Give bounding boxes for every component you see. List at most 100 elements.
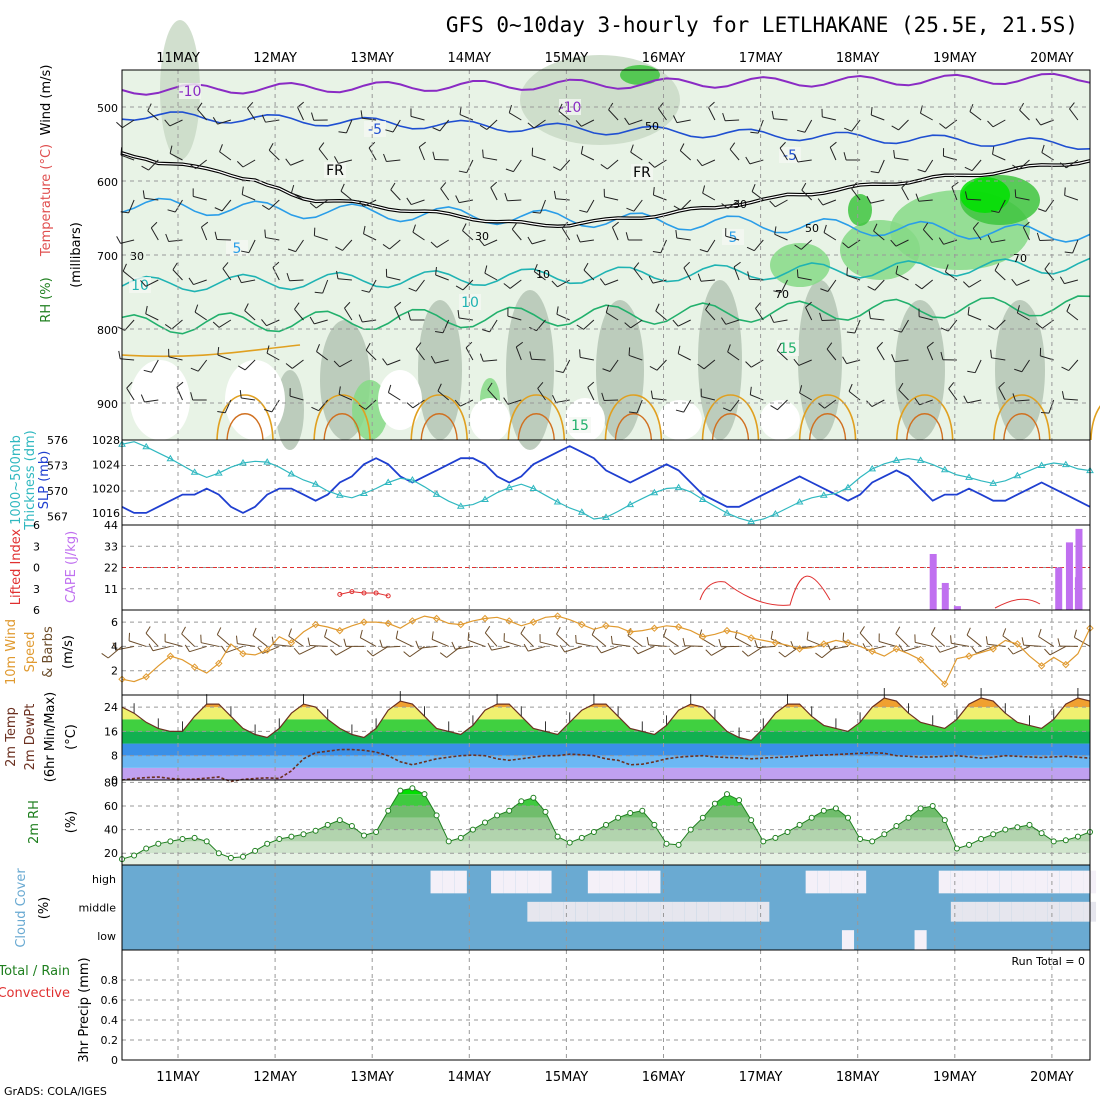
wind-barb: [951, 642, 970, 647]
wind-barb: [533, 119, 546, 129]
clear-sky-cell: [442, 870, 455, 894]
date-label-top: 18MAY: [836, 51, 880, 66]
wind-barb-flag: [212, 117, 218, 125]
wind-barb: [268, 199, 280, 210]
ylabel-wind10-1: 10m Wind: [4, 619, 19, 685]
date-label-top: 20MAY: [1030, 51, 1074, 66]
ylabel-wind10-4: (m/s): [61, 635, 76, 669]
wind-barb-flag: [898, 644, 904, 652]
wind-barb-flag: [601, 392, 605, 401]
wind-barb-flag: [415, 342, 422, 350]
clear-sky-cell: [1059, 870, 1072, 894]
contour-label-bg: [777, 340, 799, 356]
wind-barb: [658, 108, 667, 121]
wind-barb: [197, 359, 208, 372]
wind-barb: [735, 637, 752, 647]
wind-barb: [1064, 194, 1079, 201]
wind-barb-flag: [294, 302, 300, 310]
wind-barb: [683, 267, 692, 281]
rh-2m-marker: [663, 840, 670, 847]
slp-tick-label: 1024: [92, 458, 120, 471]
clear-sky-cell: [962, 870, 976, 894]
wind-barb-flag: [846, 331, 855, 334]
wind-barb-flag: [745, 361, 752, 368]
wind-speed-marker: [215, 659, 223, 668]
wind-barb-flag: [600, 164, 608, 170]
wind-barb-flag: [675, 230, 678, 239]
wind-barb: [579, 239, 594, 243]
wind-barb-flag: [1035, 118, 1042, 126]
wind-barb-flag: [966, 627, 971, 636]
wind-barb-flag: [440, 182, 447, 189]
wind-barb: [680, 199, 692, 211]
wind-barb: [218, 319, 232, 328]
wind-barb: [994, 270, 1006, 281]
wind-barb: [859, 632, 873, 647]
wind-barb: [537, 388, 546, 401]
wind-barb: [252, 634, 268, 647]
rh-2m-marker: [143, 845, 150, 852]
wind-barb-flag: [673, 115, 678, 123]
ylabel-precip-3hr: 3hr Precip (mm): [77, 957, 92, 1062]
wind-barb-flag: [815, 652, 823, 659]
wind-barb: [491, 645, 510, 651]
wind-barb: [458, 317, 473, 321]
wind-barb: [272, 267, 280, 281]
thickness-marker: [1037, 461, 1046, 468]
wind-barb: [605, 312, 619, 321]
rh-region: [596, 300, 644, 440]
wind-barb-flag: [459, 106, 462, 115]
rh-2m-marker: [941, 817, 948, 824]
wind-barb: [700, 279, 715, 282]
ylabel-wind10-3: & Barbs: [41, 626, 56, 678]
wind-barb: [266, 319, 280, 327]
wind-barb: [967, 314, 982, 321]
wind-barb-flag: [934, 645, 941, 653]
wind-barb-flag: [890, 239, 897, 247]
date-label-top: 12MAY: [253, 51, 297, 66]
wind-barb-flag: [455, 195, 460, 203]
wind-barb-flag: [324, 629, 328, 638]
wind-barb: [318, 148, 329, 161]
wind-barb: [777, 399, 788, 411]
wind-barb: [971, 159, 982, 172]
ylabel-rh2m-1: 2m RH: [27, 800, 42, 844]
wind-barb-flag: [458, 170, 467, 174]
temp-tick-label: 0: [111, 774, 118, 787]
thickness-marker: [432, 490, 441, 497]
wind-barb-flag: [165, 233, 170, 242]
thickness-tick-label: 573: [47, 460, 68, 473]
date-axis: 11MAY 11MAY 12MAY 12MAY 13MAY 13MAY 14MAY 14MAY…: [156, 51, 1074, 1085]
wind-barb: [365, 349, 377, 361]
wind-barb: [987, 643, 1006, 647]
contour-label-bg: [459, 294, 481, 310]
contour-minus5: [121, 111, 1091, 151]
contour-label-bg: [324, 162, 346, 178]
cape-bar: [941, 582, 949, 610]
date-label-bottom: 16MAY: [642, 1070, 686, 1085]
wind-barb-flag: [287, 248, 296, 253]
wind-barb-flag: [1035, 322, 1043, 329]
wind-barb: [780, 279, 788, 293]
wind-barb-flag: [612, 221, 619, 228]
wind-barb-flag: [895, 626, 901, 634]
wind-barb-flag: [596, 646, 602, 654]
wind-barb: [124, 319, 135, 331]
rh-tick-label: 60: [104, 800, 118, 813]
thickness-marker: [335, 491, 344, 498]
precip-tick-label: 0.8: [101, 974, 119, 987]
clear-sky-cell: [975, 870, 988, 894]
clear-sky-cell: [720, 901, 734, 922]
clear-sky-cell: [817, 870, 830, 894]
wind-barb-flag: [652, 251, 661, 254]
wind-barb-flag: [532, 211, 541, 214]
contour-minus10: [121, 72, 1091, 96]
wind-barb-flag: [770, 405, 778, 411]
cape-tick-label: 22: [104, 562, 118, 575]
wind-barb: [1066, 159, 1079, 169]
temp-2m-panel: 0 8 16 24: [104, 688, 1091, 787]
wind-barb-flag: [272, 261, 280, 268]
wind-barb-flag: [487, 382, 493, 390]
precip-tick-label: 0.6: [101, 994, 119, 1007]
wind-barb: [998, 199, 1006, 213]
